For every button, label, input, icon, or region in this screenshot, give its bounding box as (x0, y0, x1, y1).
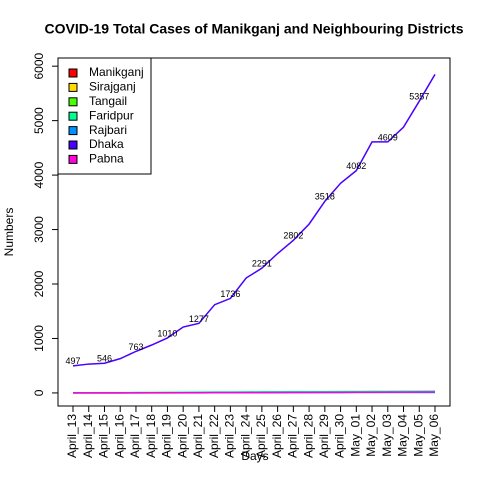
x-tick-label: April_26 (270, 414, 284, 458)
data-label: 4609 (378, 132, 398, 142)
legend-swatch (68, 82, 78, 92)
x-tick-label: May_02 (364, 414, 378, 457)
x-tick-label: April_16 (112, 414, 126, 458)
data-label: 2802 (283, 231, 303, 241)
legend-label: Rajbari (89, 123, 127, 137)
legend-label: Sirajganj (89, 80, 136, 94)
series-line (73, 391, 436, 394)
y-tick-label: 6000 (32, 52, 46, 79)
x-tick-label: April_17 (128, 414, 142, 458)
x-tick-label: April_29 (317, 414, 331, 458)
chart-title: COVID-19 Total Cases of Manikganj and Ne… (44, 21, 463, 37)
y-axis-label: Numbers (2, 208, 16, 257)
x-tick-label: April_27 (286, 414, 300, 458)
x-tick-label: April_24 (238, 414, 252, 458)
legend-swatch (68, 140, 78, 150)
x-tick-label: April_23 (223, 414, 237, 458)
x-axis-label: Days (241, 449, 268, 463)
y-tick-label: 5000 (32, 107, 46, 134)
y-tick-label: 0 (32, 389, 46, 396)
x-tick-label: April_28 (301, 414, 315, 458)
legend-swatch (68, 126, 78, 136)
y-tick-label: 2000 (32, 270, 46, 297)
x-tick-label: April_20 (175, 414, 189, 458)
legend-swatch (68, 154, 78, 164)
x-tick-label: April_19 (160, 414, 174, 458)
x-tick-label: April_25 (254, 414, 268, 458)
data-label: 497 (65, 356, 80, 366)
legend-label: Dhaka (89, 137, 124, 151)
plot-frame (57, 57, 451, 407)
y-tick-label: 3000 (32, 216, 46, 243)
legend-swatch (68, 111, 78, 121)
x-tick-label: May_06 (427, 414, 441, 457)
x-tick-label: April_13 (65, 414, 79, 458)
legend-label: Manikganj (89, 65, 144, 79)
legend-label: Pabna (89, 152, 124, 166)
data-label: 546 (97, 354, 112, 364)
data-label: 1736 (220, 289, 240, 299)
x-tick-label: April_22 (207, 414, 221, 458)
data-label: 4082 (346, 161, 366, 171)
data-label: 3518 (315, 192, 335, 202)
legend-label: Tangail (89, 94, 127, 108)
x-tick-label: May_04 (396, 414, 410, 457)
data-label: 763 (128, 342, 143, 352)
x-tick-label: April_18 (144, 414, 158, 458)
legend-swatch (68, 68, 78, 78)
x-tick-label: April_15 (97, 414, 111, 458)
x-tick-label: April_30 (333, 414, 347, 458)
x-tick-label: May_05 (411, 414, 425, 457)
data-label: 2291 (252, 259, 272, 269)
data-label: 1277 (189, 314, 209, 324)
x-tick-label: May_01 (348, 414, 362, 457)
x-tick-label: April_14 (81, 414, 95, 458)
x-tick-label: May_03 (380, 414, 394, 457)
series-line (72, 73, 436, 367)
y-tick-label: 1000 (32, 325, 46, 352)
legend-swatch (68, 97, 78, 107)
legend-label: Faridpur (89, 108, 134, 122)
y-tick-label: 4000 (32, 161, 46, 188)
x-tick-label: April_21 (191, 414, 205, 458)
data-label: 5357 (409, 92, 429, 102)
data-label: 1010 (157, 328, 177, 338)
